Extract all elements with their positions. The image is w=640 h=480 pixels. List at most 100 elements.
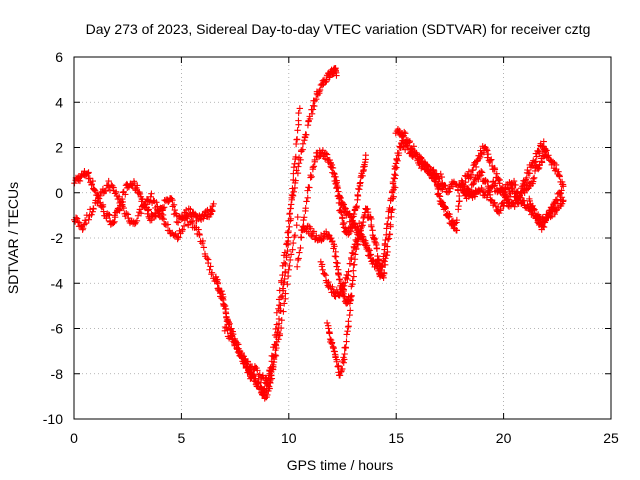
data-point [354, 191, 361, 199]
data-point [496, 180, 503, 187]
data-point [330, 344, 337, 352]
data-point [76, 219, 83, 226]
data-point [267, 364, 274, 372]
data-point [116, 207, 123, 214]
y-tick-label: -6 [51, 321, 64, 337]
data-point [323, 319, 331, 327]
data-point [123, 210, 130, 217]
data-point [303, 198, 310, 205]
data-point [346, 260, 354, 267]
data-point [169, 196, 176, 204]
data-point [179, 226, 186, 233]
data-point [389, 180, 397, 187]
data-point [326, 156, 333, 164]
data-point [339, 365, 346, 373]
data-point [170, 201, 178, 209]
data-point [154, 203, 161, 210]
data-point [400, 128, 408, 136]
data-point [348, 292, 355, 300]
data-point [257, 375, 265, 383]
data-point [338, 209, 345, 216]
data-point [444, 210, 452, 217]
data-point [346, 300, 354, 307]
data-point [380, 269, 388, 276]
data-point [332, 180, 340, 188]
data-point [287, 201, 295, 208]
data-point [303, 131, 310, 138]
series-track-l [461, 138, 550, 210]
data-point [316, 86, 324, 94]
data-point [265, 375, 273, 382]
grid-layer [74, 57, 611, 419]
data-point [393, 164, 400, 171]
data-point [344, 275, 351, 283]
data-point [111, 218, 118, 225]
data-point [335, 362, 342, 370]
data-point [244, 358, 252, 366]
data-point [94, 198, 102, 206]
data-point [464, 185, 471, 192]
data-point [531, 159, 538, 166]
data-point [455, 202, 462, 210]
data-point [235, 348, 242, 356]
data-point [536, 148, 543, 156]
data-point [531, 206, 538, 213]
series-track-j [392, 126, 567, 217]
data-point [85, 216, 92, 223]
data-point [434, 185, 442, 193]
data-point [96, 192, 104, 200]
data-point [549, 158, 557, 166]
data-point [340, 201, 348, 208]
data-point [332, 253, 340, 260]
data-point [77, 173, 84, 181]
data-point [304, 121, 312, 129]
data-point [311, 156, 319, 164]
data-point [286, 262, 293, 270]
data-point [551, 167, 559, 174]
data-point [319, 147, 327, 154]
data-point [347, 307, 354, 314]
data-point [555, 168, 562, 175]
data-point [348, 256, 355, 263]
data-point [292, 177, 299, 184]
data-point [210, 200, 217, 208]
data-point [484, 147, 491, 154]
data-point [112, 188, 120, 195]
data-point [535, 165, 542, 173]
data-point [291, 160, 298, 168]
data-point [462, 179, 469, 186]
y-axis-label: SDTVAR / TECUs [5, 182, 21, 294]
data-point [329, 283, 336, 291]
data-point [538, 158, 545, 165]
data-point [337, 208, 345, 216]
data-point [160, 204, 168, 211]
data-point [233, 344, 241, 351]
data-point [279, 262, 286, 269]
data-point [160, 215, 168, 223]
data-point [105, 211, 112, 218]
data-point [355, 220, 363, 227]
data-point [313, 95, 320, 103]
data-point [300, 214, 308, 221]
data-point [266, 385, 273, 392]
data-point [427, 166, 434, 174]
data-point [318, 261, 326, 268]
data-point [349, 277, 356, 284]
data-point [347, 293, 354, 301]
data-point [349, 219, 357, 226]
data-point [316, 89, 323, 97]
data-point [79, 225, 87, 232]
data-point [294, 213, 301, 221]
data-point [297, 244, 304, 252]
data-point [268, 358, 276, 365]
data-point [141, 201, 149, 209]
data-point [224, 318, 231, 325]
data-point [295, 160, 303, 167]
data-point [491, 166, 499, 173]
data-point [280, 252, 288, 259]
data-point [294, 127, 301, 134]
data-point [549, 206, 556, 213]
data-point [502, 192, 510, 199]
data-point [345, 318, 352, 325]
data-point [346, 311, 353, 319]
